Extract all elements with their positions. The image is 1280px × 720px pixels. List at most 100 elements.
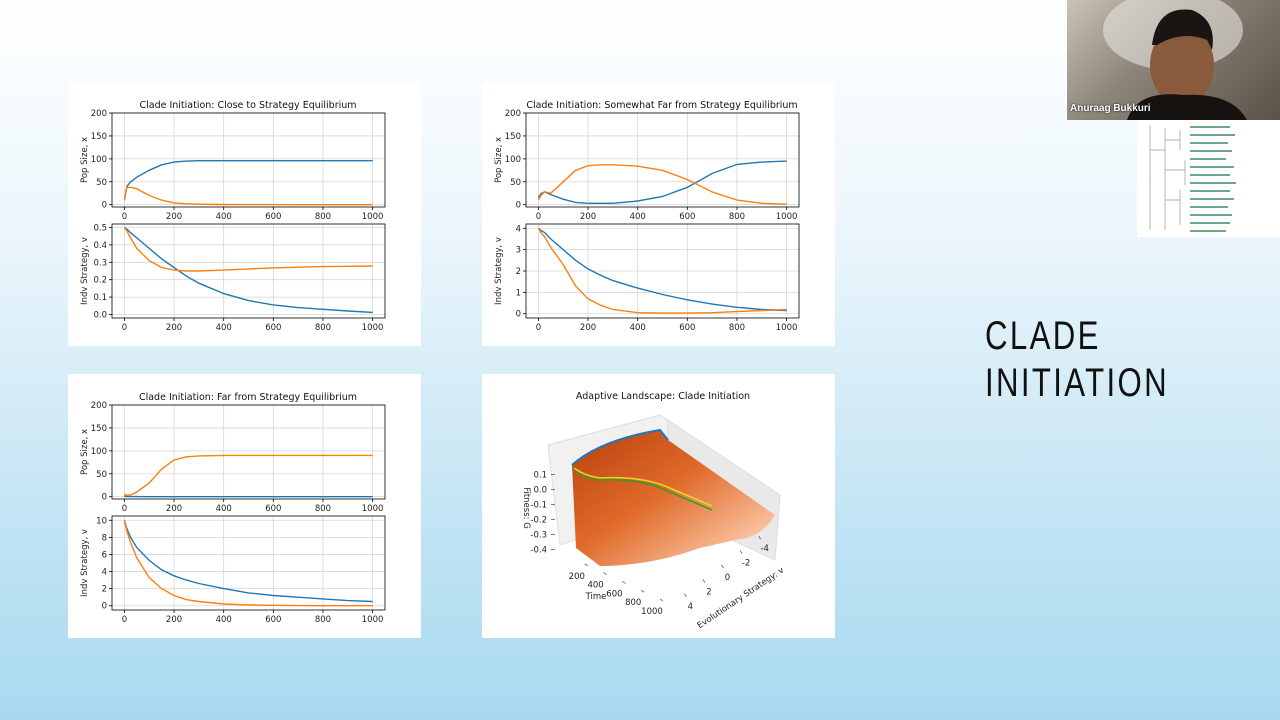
y-axis-label: Pop Size, x [80, 137, 90, 183]
x-tick-label: 200 [580, 212, 596, 222]
x-tick-label: 200 [166, 504, 182, 514]
slide-title-line: INITIATION [985, 361, 1170, 405]
y-tick-label: 100 [505, 155, 521, 165]
y-tick-label: 0 [516, 310, 521, 320]
y-tick-label: 100 [91, 447, 107, 457]
y-tick-label: 2 [102, 585, 107, 595]
chart-title: Adaptive Landscape: Clade Initiation [576, 391, 750, 402]
line-series [124, 226, 373, 314]
z-tick-label: -0.4 [530, 546, 547, 556]
tick-mark [584, 563, 588, 567]
x-tick-label: 600 [679, 323, 695, 333]
x-tick-label: 1000 [776, 323, 798, 333]
x-tick-label: 400 [630, 323, 646, 333]
y-tick-label: 8 [102, 533, 107, 543]
line-series [537, 227, 787, 312]
y-tick-label: 50 [96, 178, 107, 188]
line-series [123, 520, 373, 603]
axes-frame [111, 223, 386, 319]
y-tick-label: 2 [706, 587, 711, 597]
y-axis-label: Pop Size, x [80, 429, 90, 475]
y-axis-label: Indv Strategy, v [494, 237, 504, 305]
y-tick-label: 4 [516, 224, 521, 234]
slide-title-line: CLADE [985, 314, 1101, 358]
y-tick-label: 150 [91, 132, 107, 142]
y-tick-label: 2 [516, 267, 521, 277]
z-tick-label: 0.1 [533, 471, 547, 481]
y-tick-label: 200 [91, 109, 107, 119]
y-tick-label: 0.3 [93, 258, 107, 268]
x-tick-label: 200 [166, 615, 182, 625]
participant-name: Anuraag Bukkuri [1070, 103, 1151, 114]
y-tick-label: 50 [510, 178, 521, 188]
tree-thumbnail [1137, 120, 1280, 237]
x-tick-label: 1000 [362, 504, 384, 514]
y-tick-label: 0.4 [93, 241, 107, 251]
video-feed: Anuraag Bukkuri [1067, 0, 1280, 120]
y-axis-label: Pop Size, x [494, 137, 504, 183]
z-tick-label: -0.2 [530, 516, 547, 526]
chart-title: Clade Initiation: Close to Strategy Equi… [139, 100, 356, 111]
y-tick-label: 0.2 [93, 276, 107, 286]
tick-mark [684, 593, 687, 597]
x-tick-label: 800 [315, 504, 331, 514]
line-series [123, 520, 373, 607]
y-tick-label: 0.0 [93, 311, 107, 321]
y-tick-label: 0.5 [93, 223, 107, 233]
x-tick-label: 800 [315, 323, 331, 333]
y-tick-label: 150 [91, 424, 107, 434]
z-tick-label: -0.1 [530, 501, 547, 511]
y-tick-label: 0.1 [93, 293, 107, 303]
y-tick-label: 0 [102, 493, 107, 503]
tick-mark [702, 579, 706, 583]
chart-title: Clade Initiation: Far from Strategy Equi… [139, 392, 357, 403]
x-tick-label: 800 [315, 212, 331, 222]
x-tick-label: 0 [122, 323, 127, 333]
x-tick-label: 600 [265, 212, 281, 222]
line-series [124, 495, 373, 498]
y-tick-label: 50 [96, 470, 107, 480]
line-series [123, 160, 373, 201]
y-tick-label: 150 [505, 132, 521, 142]
tick-mark [758, 536, 761, 540]
y-axis-label: Indv Strategy, v [80, 529, 90, 597]
x-tick-label: 0 [122, 615, 127, 625]
y-tick-label: 3 [516, 246, 521, 256]
x-tick-label: 1000 [362, 323, 384, 333]
x-tick-label: 0 [536, 212, 541, 222]
chart-title: Clade Initiation: Somewhat Far from Stra… [526, 100, 797, 111]
x-tick-label: 200 [580, 323, 596, 333]
z-tick-label: 0.0 [533, 486, 547, 496]
y-tick-label: 0 [102, 602, 107, 612]
x-tick-label: 1000 [776, 212, 798, 222]
panel [68, 374, 421, 638]
y-axis-label: Indv Strategy, v [80, 237, 90, 305]
y-tick-label: 200 [91, 401, 107, 411]
y-tick-label: -2 [742, 559, 750, 569]
tick-mark [603, 572, 607, 575]
video-image [1103, 0, 1247, 120]
y-tick-label: 10 [96, 516, 107, 526]
line-series [123, 186, 373, 206]
x-tick-label: 800 [625, 598, 641, 608]
x-tick-label: 400 [630, 212, 646, 222]
x-tick-label: 0 [122, 504, 127, 514]
z-axis-label: Fitness: G [521, 487, 531, 529]
x-tick-label: 600 [265, 323, 281, 333]
x-tick-label: 800 [729, 212, 745, 222]
line-series [124, 454, 373, 497]
y-tick-label: 0 [516, 201, 521, 211]
axes-frame [525, 112, 800, 208]
x-tick-label: 200 [569, 572, 585, 582]
y-tick-label: 0 [725, 573, 730, 583]
line-series [123, 227, 373, 272]
y-tick-label: 4 [102, 568, 107, 578]
y-tick-label: 1 [516, 288, 521, 298]
x-tick-label: 600 [606, 589, 622, 599]
x-tick-label: 400 [216, 615, 232, 625]
axes-frame [525, 223, 800, 319]
x-tick-label: 0 [536, 323, 541, 333]
x-tick-label: 200 [166, 323, 182, 333]
